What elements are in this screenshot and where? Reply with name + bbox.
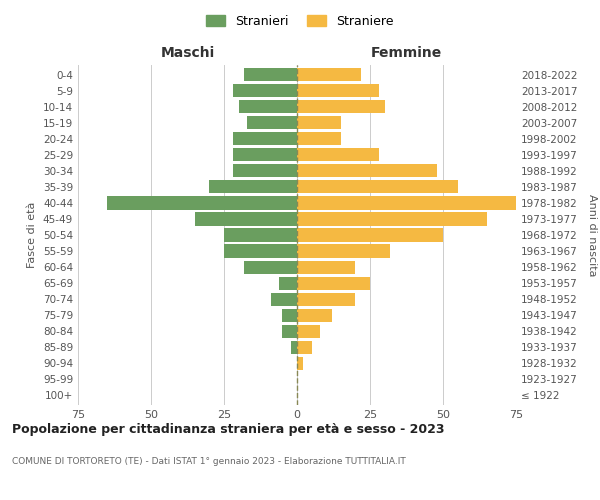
Bar bbox=[224, 228, 297, 241]
Bar bbox=[283, 308, 297, 322]
Bar bbox=[297, 356, 303, 370]
Bar bbox=[195, 212, 297, 226]
Bar bbox=[247, 116, 297, 130]
Bar bbox=[297, 100, 385, 114]
Bar bbox=[297, 340, 311, 354]
Bar bbox=[224, 244, 297, 258]
Bar bbox=[297, 276, 370, 289]
Bar bbox=[297, 84, 379, 97]
Text: Popolazione per cittadinanza straniera per età e sesso - 2023: Popolazione per cittadinanza straniera p… bbox=[12, 422, 445, 436]
Text: Femmine: Femmine bbox=[371, 46, 442, 60]
Bar bbox=[233, 164, 297, 177]
Bar bbox=[239, 100, 297, 114]
Bar bbox=[297, 68, 361, 81]
Bar bbox=[291, 340, 297, 354]
Text: COMUNE DI TORTORETO (TE) - Dati ISTAT 1° gennaio 2023 - Elaborazione TUTTITALIA.: COMUNE DI TORTORETO (TE) - Dati ISTAT 1°… bbox=[12, 458, 406, 466]
Bar bbox=[107, 196, 297, 209]
Text: Maschi: Maschi bbox=[160, 46, 215, 60]
Bar bbox=[233, 132, 297, 145]
Bar bbox=[297, 260, 355, 274]
Bar bbox=[297, 116, 341, 130]
Bar bbox=[297, 324, 320, 338]
Bar bbox=[209, 180, 297, 194]
Y-axis label: Fasce di età: Fasce di età bbox=[28, 202, 37, 268]
Bar bbox=[297, 132, 341, 145]
Bar bbox=[283, 324, 297, 338]
Bar bbox=[297, 244, 391, 258]
Bar bbox=[297, 180, 458, 194]
Legend: Stranieri, Straniere: Stranieri, Straniere bbox=[203, 11, 397, 32]
Bar bbox=[297, 292, 355, 306]
Bar bbox=[297, 228, 443, 241]
Bar bbox=[233, 84, 297, 97]
Bar bbox=[297, 164, 437, 177]
Bar bbox=[244, 260, 297, 274]
Bar bbox=[271, 292, 297, 306]
Bar bbox=[297, 148, 379, 162]
Y-axis label: Anni di nascita: Anni di nascita bbox=[587, 194, 597, 276]
Bar bbox=[244, 68, 297, 81]
Bar bbox=[297, 196, 516, 209]
Bar bbox=[297, 308, 332, 322]
Bar bbox=[233, 148, 297, 162]
Bar bbox=[297, 212, 487, 226]
Bar bbox=[280, 276, 297, 289]
